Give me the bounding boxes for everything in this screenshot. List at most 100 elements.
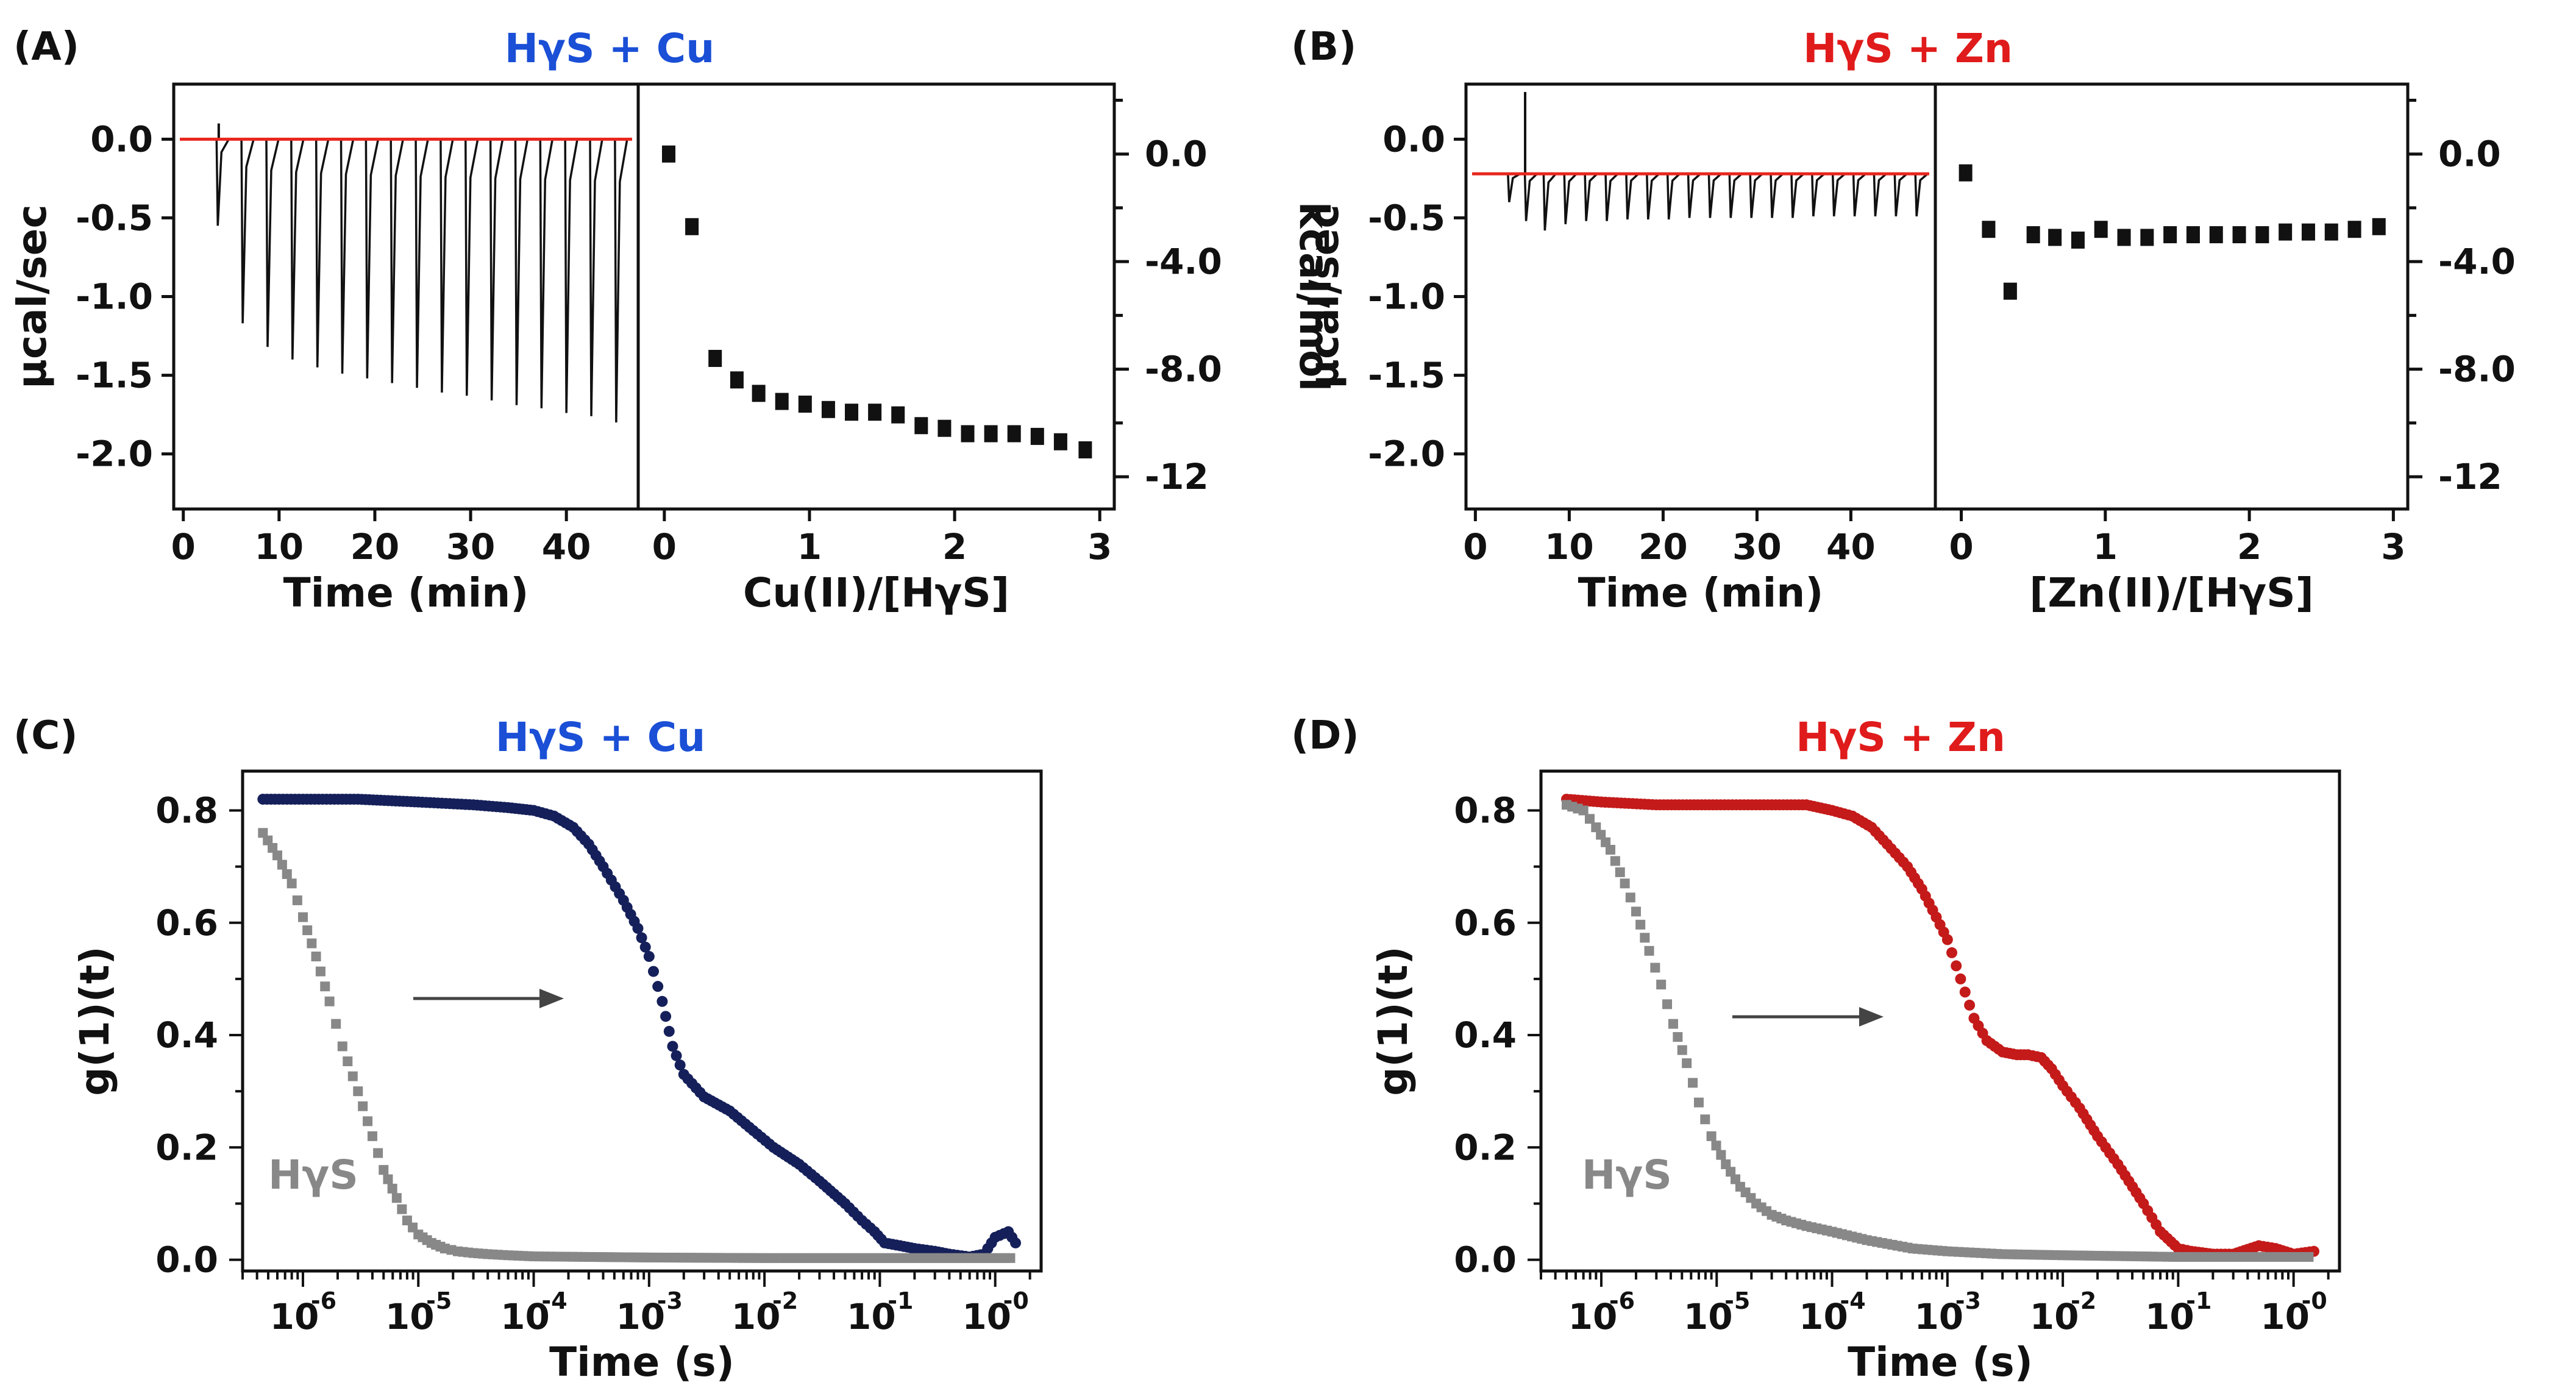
a-injection-peak-11 [489,139,504,400]
d-s0-point-13-0 [1941,934,1953,945]
c-s1-point-1-0 [272,850,282,861]
c-s0-point-last [1010,1237,1022,1248]
d-xtick-exp-1: -5 [1724,1287,1750,1314]
d-s1-point-4-0 [1620,878,1630,889]
c-s0-point-13-2 [652,981,664,992]
d-ytick-label-1: 0.2 [1454,1127,1517,1168]
d-s0-point-13-2 [1951,960,1962,972]
panel-label-b: (B) [1291,24,1356,69]
d-xtick-exp-0: -6 [1609,1287,1635,1314]
b-int-ytick-label-3: -12 [2438,456,2502,497]
d-xtick-exp-5: -1 [2186,1287,2211,1314]
a-int-point-9 [868,404,882,421]
c-s0-point-12-0 [632,922,644,934]
a-int-point-7 [821,400,835,418]
d-s0-point-13-1 [1946,947,1958,958]
c-s1-point-0-1 [263,835,273,845]
b-int-point-18 [2372,218,2386,235]
panel-label-a: (A) [13,24,79,69]
c-s0-point-14-2 [663,1025,675,1037]
a-int-ytick-label-3: -12 [1145,456,1209,497]
b-int-point-15 [2301,223,2315,241]
b-raw-ytick-label-0: 0.0 [1382,118,1445,160]
d-s1-point-3-2 [1615,867,1625,877]
b-injection-peak-15 [1811,173,1825,217]
a-injection-peak-9 [439,139,454,393]
d-s1-point-11-0 [1706,1131,1717,1141]
panel-label-d: (D) [1291,713,1359,758]
c-s1-point-4-2 [320,981,330,992]
c-s1-point-10-0 [391,1193,402,1203]
b-int-point-0 [1959,164,1973,182]
b-int-point-3 [2026,226,2040,244]
a-raw-ytick-label-4: -2.0 [76,433,153,475]
c-ylabel: g(1)(t) [71,946,118,1095]
b-injection-peak-19 [1893,173,1908,217]
b-injection-peak-2 [1542,173,1557,231]
a-int-point-16 [1030,427,1044,445]
a-raw-ytick-label-2: -1.0 [76,276,153,318]
d-s1-point-5-1 [1635,919,1646,930]
a-int-point-13 [961,425,975,443]
b-raw-ytick-label-2: -1.0 [1368,276,1445,318]
c-s1-point-8-1 [373,1148,383,1158]
a-injection-peak-16 [614,139,628,423]
c-s1-point-8-0 [367,1131,377,1141]
b-injection-peak-5 [1604,173,1619,221]
b-int-point-6 [2094,221,2108,238]
b-int-ytick-label-1: -4.0 [2438,241,2516,282]
a-raw-xtick-label-2: 20 [350,526,400,568]
c-s1-point-5-0 [324,996,335,1006]
b-int-point-11 [2209,226,2223,244]
c-ytick-label-0: 0.0 [155,1239,218,1281]
b-int-point-5 [2071,231,2085,249]
b-int-point-2 [2003,282,2017,300]
b-raw-xlabel: Time (min) [1578,569,1824,616]
a-int-xlabel: Cu(II)/[HγS] [743,569,1009,616]
d-s0-point-14-0 [1955,973,1966,984]
a-int-point-5 [775,393,789,410]
c-xtick-label-0: 10 [270,1296,319,1337]
b-raw-xtick-label-1: 10 [1545,526,1594,568]
c-xtick-label-1: 10 [385,1296,435,1337]
c-s1-point-2-0 [286,878,297,889]
a-int-point-12 [938,419,952,437]
a-int-ylabel: kcal/mol [1290,202,1337,391]
c-s1-point-6-2 [347,1071,358,1081]
b-injection-peak-4 [1584,173,1598,221]
a-int-point-6 [798,395,812,413]
a-injection-peak-12 [514,139,529,405]
a-raw-xtick-label-1: 10 [254,526,304,568]
a-injection-peak-3 [290,138,305,360]
d-s1-point-8-0 [1668,1019,1678,1029]
c-s0-point-12-2 [639,941,651,953]
d-s1-point-12-1 [1726,1167,1736,1177]
d-xtick-label-1: 10 [1684,1296,1733,1337]
a-injection-peak-15 [589,139,603,416]
b-raw-xtick-label-0: 0 [1463,526,1487,568]
c-xtick-exp-5: -1 [888,1287,913,1314]
d-xtick-label-4: 10 [2030,1296,2079,1337]
b-int-point-10 [2186,226,2200,244]
d-ytick-label-3: 0.6 [1454,902,1517,944]
d-xtick-exp-4: -2 [2071,1287,2096,1314]
d-xlabel: Time (s) [1848,1339,2033,1386]
d-s1-point-1-0 [1578,805,1589,816]
d-ytick-label-2: 0.4 [1454,1014,1517,1056]
panel-c: 10-6 10-5 10-4 10-3 10-2 10-1 10-00.00.20.40.6… [71,769,1043,1386]
a-int-xtick-label-3: 3 [1087,526,1112,568]
c-s1-point-7-0 [353,1086,363,1097]
b-int-point-7 [2117,229,2131,246]
b-raw-ytick-label-1: -0.5 [1368,197,1445,238]
d-xtick-label-3: 10 [1914,1296,1963,1337]
annotation-hgs-c: HγS [268,1152,358,1198]
d-s1-point-6-1 [1650,963,1660,973]
a-raw-ylabel: μcal/sec [9,204,55,388]
b-int-ytick-label-2: -8.0 [2438,349,2516,390]
d-s1-point-5-0 [1631,906,1641,917]
c-xtick-exp-4: -2 [772,1287,798,1314]
d-xtick-label-0: 10 [1568,1296,1618,1337]
c-xtick-label-4: 10 [731,1296,781,1337]
a-int-xtick-label-2: 2 [942,526,967,568]
